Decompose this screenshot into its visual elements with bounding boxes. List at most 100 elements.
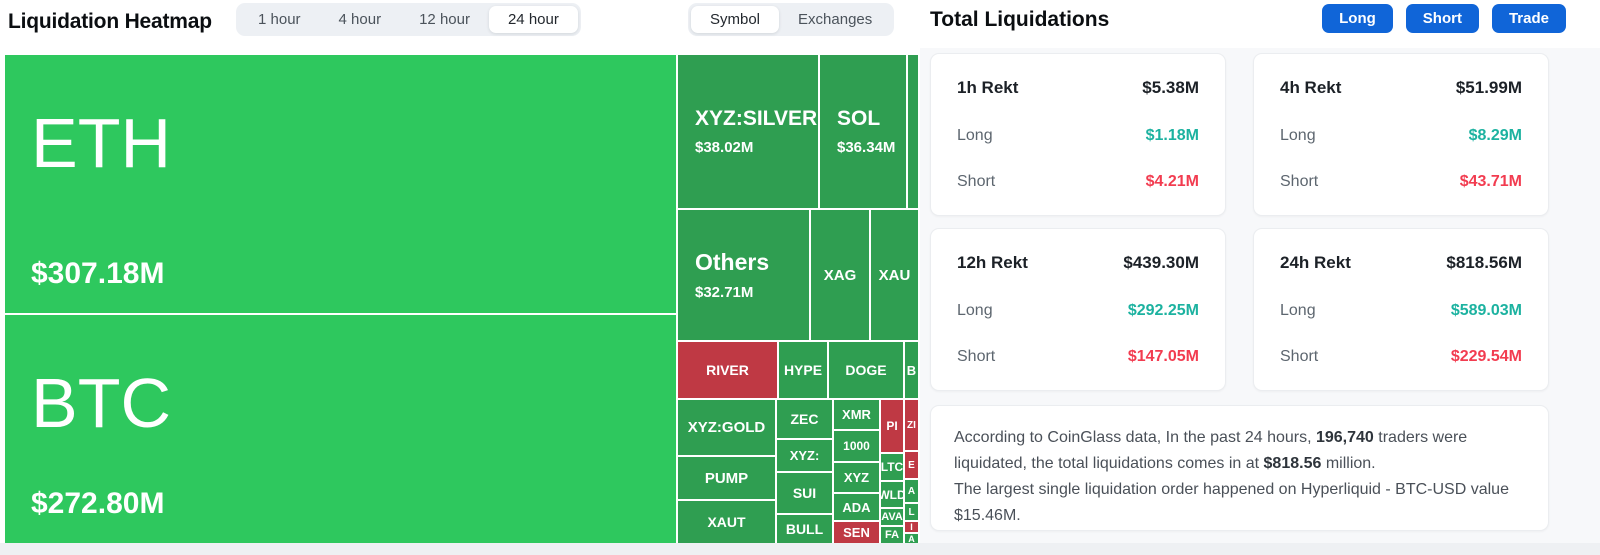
short-value: $4.21M bbox=[1145, 173, 1199, 190]
treemap-tile-ltc[interactable]: LTC bbox=[881, 454, 903, 480]
treemap-tile-btc[interactable]: BTC $272.80M bbox=[5, 315, 676, 543]
long-label: Long bbox=[1280, 301, 1316, 319]
treemap-tile-l[interactable]: L bbox=[905, 504, 918, 520]
summary-text-part: million. bbox=[1321, 454, 1376, 472]
short-label: Short bbox=[1280, 173, 1319, 190]
treemap-tile-river[interactable]: RIVER bbox=[678, 342, 777, 398]
treemap-tile-ava[interactable]: AVA bbox=[881, 509, 903, 525]
tile-label: XMR bbox=[842, 407, 871, 422]
tile-label: BTC bbox=[31, 364, 171, 442]
treemap-tile-1000[interactable]: 1000 bbox=[834, 431, 879, 461]
tile-label: XYZ:SILVER bbox=[695, 107, 818, 130]
treemap-tile-others[interactable]: Others $32.71M bbox=[678, 210, 809, 340]
short-label: Short bbox=[957, 348, 996, 365]
tile-label: XAUT bbox=[707, 514, 746, 530]
treemap-tile-e[interactable]: E bbox=[905, 452, 918, 478]
long-button[interactable]: Long bbox=[1322, 4, 1393, 33]
treemap-tile-sol[interactable]: SOL $36.34M bbox=[820, 55, 906, 208]
treemap-tile-xyz-gold[interactable]: XYZ:GOLD bbox=[678, 400, 775, 455]
tile-label: XYZ:GOLD bbox=[687, 419, 766, 436]
tile-label: A bbox=[908, 534, 915, 543]
tile-value: $307.18M bbox=[31, 257, 165, 290]
rekt-card-title: 1h Rekt bbox=[957, 78, 1019, 97]
tile-label: XAG bbox=[823, 266, 857, 284]
summary-text-part: According to CoinGlass data, In the past… bbox=[954, 429, 1316, 446]
treemap-tile-xmr[interactable]: XMR bbox=[834, 400, 879, 429]
rekt-card-total: $439.30M bbox=[1123, 253, 1199, 272]
treemap-tile-pump[interactable]: PUMP bbox=[678, 457, 775, 499]
tile-label: DOGE bbox=[845, 362, 887, 378]
rekt-card-24h: 24h Rekt $818.56M Long $589.03M Short $2… bbox=[1253, 228, 1549, 391]
tile-label: ADA bbox=[842, 499, 871, 515]
tile-label: I bbox=[910, 522, 913, 532]
view-mode-symbol[interactable]: Symbol bbox=[691, 6, 780, 33]
treemap-tile-xyz[interactable]: XYZ bbox=[834, 463, 879, 492]
treemap-tile-a[interactable]: A bbox=[905, 480, 918, 502]
tile-label: ETH bbox=[31, 104, 171, 182]
page-title: Liquidation Heatmap bbox=[8, 10, 212, 33]
time-range-24-hour[interactable]: 24 hour bbox=[488, 6, 578, 33]
treemap-tile-pi[interactable]: PI bbox=[881, 400, 903, 452]
tile-label: SEN bbox=[843, 525, 870, 540]
view-mode-exchanges[interactable]: Exchanges bbox=[798, 11, 873, 28]
treemap-tile-xau[interactable]: XAU bbox=[871, 210, 918, 340]
traders-count: 196,740 bbox=[1315, 429, 1374, 446]
action-buttons: Long Short Trade bbox=[1322, 4, 1566, 33]
rekt-card-total: $5.38M bbox=[1142, 78, 1199, 97]
trade-button[interactable]: Trade bbox=[1491, 4, 1566, 33]
treemap-tile-ada[interactable]: ADA bbox=[834, 494, 879, 520]
rekt-card-4h: 4h Rekt $51.99M Long $8.29M Short $43.71… bbox=[1253, 53, 1549, 216]
short-value: $43.71M bbox=[1459, 173, 1522, 190]
treemap-tile-sui[interactable]: SUI bbox=[777, 473, 832, 513]
tile-label: A bbox=[907, 485, 916, 497]
treemap-tile-unlabeled[interactable] bbox=[908, 55, 918, 208]
treemap-tile-bull[interactable]: BULL bbox=[777, 515, 832, 543]
long-value: $292.25M bbox=[1127, 301, 1199, 319]
treemap-tile-a[interactable]: A bbox=[905, 534, 918, 543]
total-liquidations-panel: 1h Rekt $5.38M Long $1.18M Short $4.21M … bbox=[920, 48, 1600, 555]
time-range-1-hour[interactable]: 1 hour bbox=[258, 11, 301, 28]
rekt-card-1h: 1h Rekt $5.38M Long $1.18M Short $4.21M bbox=[930, 53, 1226, 216]
treemap-tile-wld[interactable]: WLD bbox=[881, 482, 903, 507]
treemap-tile-doge[interactable]: DOGE bbox=[829, 342, 903, 398]
rekt-card-total: $818.56M bbox=[1446, 253, 1522, 272]
long-label: Long bbox=[957, 301, 993, 319]
treemap-tile-xyz-silver[interactable]: XYZ:SILVER $38.02M bbox=[678, 55, 818, 208]
tile-label: SOL bbox=[837, 107, 881, 130]
treemap-tile-b[interactable]: B bbox=[905, 342, 918, 398]
tile-label: L bbox=[908, 506, 915, 518]
long-label: Long bbox=[957, 126, 993, 144]
treemap-tile-zi[interactable]: ZI bbox=[905, 400, 918, 450]
top-bar: Liquidation Heatmap 1 hour 4 hour 12 hou… bbox=[0, 0, 1600, 48]
treemap-tile-eth[interactable]: ETH $307.18M bbox=[5, 55, 676, 313]
tile-label: XYZ bbox=[843, 470, 870, 485]
long-value: $8.29M bbox=[1468, 126, 1522, 144]
tile-label: SUI bbox=[792, 485, 817, 501]
tile-label: ZEC bbox=[790, 411, 819, 427]
tile-value: $32.71M bbox=[695, 284, 754, 301]
short-value: $147.05M bbox=[1127, 348, 1199, 365]
tile-label: B bbox=[906, 362, 917, 378]
treemap-tile-sen[interactable]: SEN bbox=[834, 522, 879, 543]
short-value: $229.54M bbox=[1450, 348, 1522, 365]
largest-order-text: The largest single liquidation order hap… bbox=[954, 480, 1509, 524]
rekt-card-12h: 12h Rekt $439.30M Long $292.25M Short $1… bbox=[930, 228, 1226, 391]
treemap-tile-hype[interactable]: HYPE bbox=[779, 342, 827, 398]
tile-label: PUMP bbox=[704, 469, 749, 487]
treemap-tile-xaut[interactable]: XAUT bbox=[678, 501, 775, 543]
tile-label: BULL bbox=[785, 521, 824, 537]
time-range-4-hour[interactable]: 4 hour bbox=[338, 11, 382, 28]
time-range-12-hour[interactable]: 12 hour bbox=[419, 11, 470, 28]
tile-label: WLD bbox=[881, 487, 903, 502]
treemap-tile-i[interactable]: I bbox=[905, 522, 918, 532]
short-button[interactable]: Short bbox=[1405, 4, 1479, 33]
treemap-tile-fa[interactable]: FA bbox=[881, 527, 903, 543]
treemap-tile-xyz-[interactable]: XYZ: bbox=[777, 440, 832, 471]
liquidation-summary-card: According to CoinGlass data, In the past… bbox=[930, 405, 1549, 531]
tile-label: RIVER bbox=[706, 362, 749, 378]
short-label: Short bbox=[1280, 348, 1319, 365]
tile-value: $36.34M bbox=[837, 139, 896, 156]
long-value: $589.03M bbox=[1450, 301, 1522, 319]
treemap-tile-xag[interactable]: XAG bbox=[811, 210, 869, 340]
treemap-tile-zec[interactable]: ZEC bbox=[777, 400, 832, 438]
